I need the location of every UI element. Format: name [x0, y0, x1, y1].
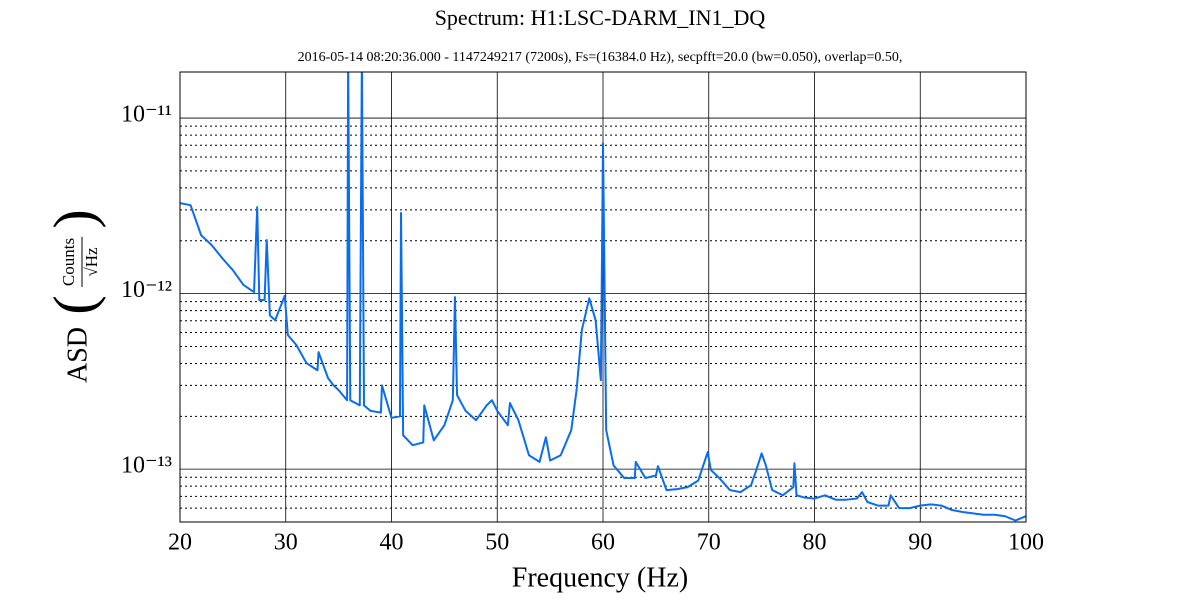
x-tick-label: 50 — [485, 530, 509, 556]
x-tick-label: 30 — [274, 530, 298, 556]
x-axis-label: Frequency (Hz) — [512, 562, 688, 593]
y-tick-label: 10⁻¹² — [121, 277, 172, 303]
x-tick-label: 100 — [1008, 530, 1044, 556]
grid — [179, 72, 1027, 522]
x-tick-label: 60 — [591, 530, 615, 556]
spectrum-line — [180, 72, 1026, 522]
y-tick-label: 10⁻¹¹ — [121, 102, 172, 128]
plot-frame — [179, 71, 1027, 523]
x-tick-label: 40 — [380, 530, 404, 556]
y-axis-label-text: ASD — [62, 327, 93, 383]
x-tick-label: 90 — [908, 530, 932, 556]
y-axis-label: ASD ( Counts √Hz ) — [41, 209, 106, 383]
y-tick-label: 10⁻¹³ — [121, 453, 172, 479]
y-unit-denominator: √Hz — [82, 247, 101, 277]
x-tick-label: 20 — [168, 530, 192, 556]
paren: ) — [41, 209, 106, 228]
paren: ( — [41, 295, 106, 314]
x-tick-label: 80 — [803, 530, 827, 556]
x-tick-label: 70 — [697, 530, 721, 556]
chart-subtitle: 2016-05-14 08:20:36.000 - 1147249217 (72… — [298, 50, 903, 65]
y-unit-numerator: Counts — [59, 238, 78, 286]
plot-area — [180, 72, 1026, 522]
chart-title: Spectrum: H1:LSC-DARM_IN1_DQ — [435, 5, 766, 30]
